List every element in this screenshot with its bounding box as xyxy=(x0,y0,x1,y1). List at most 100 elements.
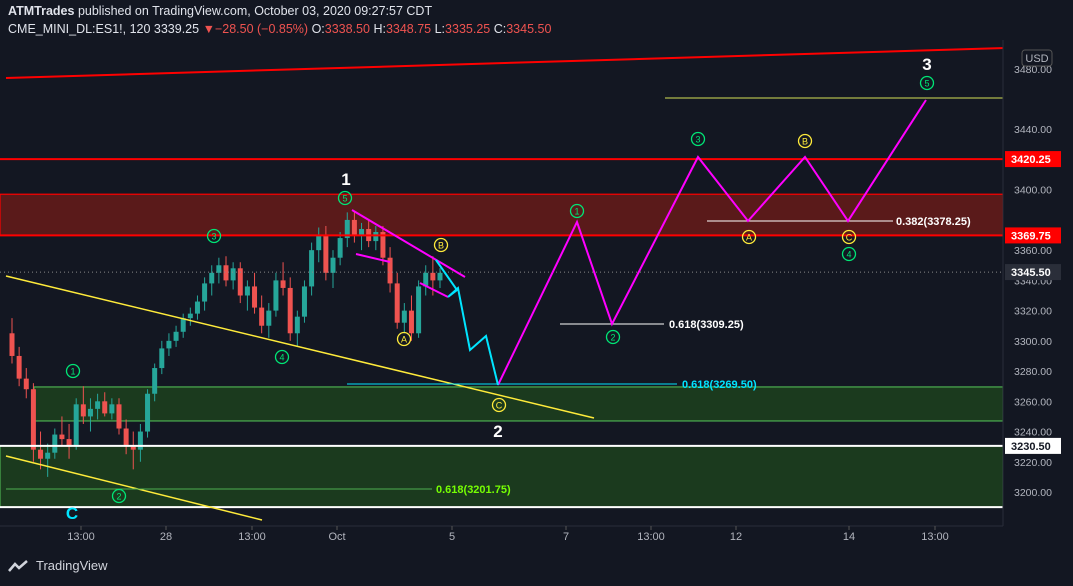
y-tick-label: 3360.00 xyxy=(1014,245,1052,257)
wave-circle-2b: 2 xyxy=(605,329,621,345)
candle xyxy=(87,398,93,432)
wave-circle-5b-text: 5 xyxy=(924,79,929,89)
candle xyxy=(66,423,72,459)
footer-brand[interactable]: TradingView xyxy=(8,558,108,573)
currency-badge[interactable] xyxy=(1021,49,1053,67)
candle-body xyxy=(330,257,336,273)
candle-body xyxy=(80,404,86,417)
y-tick-label: 3240.00 xyxy=(1014,427,1052,439)
candle-body xyxy=(252,286,258,308)
wave-label-3: C xyxy=(66,504,78,523)
candle-body xyxy=(359,228,365,236)
candle xyxy=(301,280,307,323)
magenta-channel-top xyxy=(351,209,466,278)
candle-body xyxy=(152,368,158,394)
close-label: C: xyxy=(493,22,507,36)
candle xyxy=(145,389,151,438)
wave-circle-5a-ring xyxy=(337,190,353,206)
wave-circle-1b-ring xyxy=(569,203,585,219)
candle xyxy=(316,227,322,263)
candle xyxy=(123,419,129,455)
candle xyxy=(80,386,86,424)
y-tick-label: 3480.00 xyxy=(1014,64,1052,76)
published-text: published on TradingView.com, October 03… xyxy=(77,4,433,18)
price-change: −28.50 (−0.85%) xyxy=(214,22,309,36)
wave-circle-3b: 3 xyxy=(690,131,706,147)
candle xyxy=(394,272,400,329)
candle xyxy=(45,443,51,477)
candle-body xyxy=(216,265,222,273)
magenta-projection xyxy=(497,99,927,386)
candle-body xyxy=(9,333,15,356)
candle-body xyxy=(344,219,350,239)
last-price: 3339.25 xyxy=(153,22,200,36)
wave-circle-4b-text: 4 xyxy=(846,250,851,260)
x-tick-label: 13:00 xyxy=(238,531,266,543)
candle-body xyxy=(237,268,243,296)
candle-body xyxy=(408,310,414,334)
candle-body xyxy=(223,265,229,281)
candle xyxy=(309,242,315,296)
open-value: 3338.50 xyxy=(324,22,370,36)
candle-body xyxy=(38,449,44,459)
candle-body xyxy=(87,408,93,417)
publisher-name: ATMTrades xyxy=(8,4,75,18)
candle-body xyxy=(116,404,122,429)
candle xyxy=(273,272,279,317)
candle-body xyxy=(416,286,422,334)
wave-circle-2a-ring xyxy=(111,488,127,504)
candle-body xyxy=(401,310,407,323)
candle-body xyxy=(66,439,72,447)
candle-body xyxy=(351,219,357,236)
candle xyxy=(102,392,108,417)
candle-body xyxy=(202,283,208,302)
close-value: 3345.50 xyxy=(506,22,552,36)
price-badge xyxy=(1005,227,1061,244)
candle xyxy=(52,428,58,459)
candle-body xyxy=(23,378,29,390)
wave-circle-1a: 1 xyxy=(65,363,81,379)
x-tick-label: 14 xyxy=(843,531,855,543)
wave-circle-a2-ring xyxy=(741,229,757,245)
candle xyxy=(9,318,15,364)
candle xyxy=(423,265,429,296)
candle xyxy=(59,416,65,447)
zone-red-0 xyxy=(0,193,1004,237)
candle-body xyxy=(123,428,129,447)
publish-line: ATMTrades published on TradingView.com, … xyxy=(8,4,432,18)
candle-body xyxy=(159,348,165,369)
candle xyxy=(401,303,407,334)
candle-body xyxy=(387,257,393,284)
price-badge-text: 3345.50 xyxy=(1011,267,1051,279)
price-badge xyxy=(1005,264,1061,281)
price-badge xyxy=(1005,151,1061,168)
candle xyxy=(230,262,236,290)
cyan-projection xyxy=(435,259,499,386)
wave-label-2: 3 xyxy=(922,55,931,74)
wave-circle-2a: 2 xyxy=(111,488,127,504)
x-tick-label: 13:00 xyxy=(637,531,665,543)
y-tick-label: 3260.00 xyxy=(1014,396,1052,408)
candle-body xyxy=(180,318,186,332)
y-tick-label: 3300.00 xyxy=(1014,336,1052,348)
wave-circle-1a-ring xyxy=(65,363,81,379)
wave-circle-4b: 4 xyxy=(841,246,857,262)
wave-circle-a2: A xyxy=(741,229,757,245)
candle xyxy=(116,398,122,435)
candle xyxy=(166,333,172,356)
down-arrow-icon: ▼ xyxy=(202,22,215,36)
candle xyxy=(280,262,286,296)
x-tick-label: 13:00 xyxy=(67,531,95,543)
candle-body xyxy=(166,340,172,349)
candle xyxy=(259,295,265,334)
wave-circle-c2-text: C xyxy=(846,233,853,243)
wave-circle-c1-ring xyxy=(491,397,507,413)
price-badge-text: 3369.75 xyxy=(1011,230,1051,242)
candle xyxy=(437,268,443,288)
candle xyxy=(209,265,215,296)
y-tick-label: 3200.00 xyxy=(1014,487,1052,499)
candle xyxy=(152,363,158,402)
low-value: 3335.25 xyxy=(445,22,491,36)
candle-body xyxy=(301,286,307,317)
